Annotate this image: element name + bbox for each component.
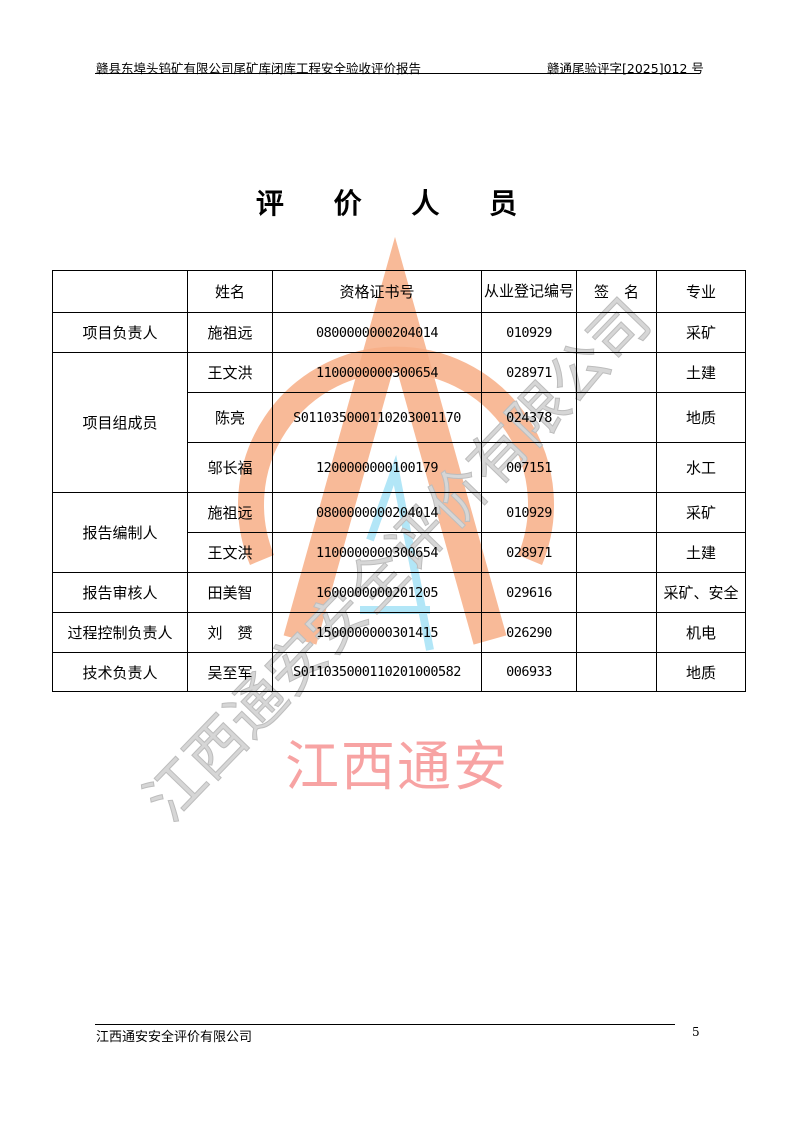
signature-cell xyxy=(576,312,657,353)
certificate-cell: 0800000000204014 xyxy=(272,312,482,353)
page-title: 评 价 人 员 xyxy=(255,187,538,220)
column-header xyxy=(52,270,188,313)
registration-cell: 028971 xyxy=(481,352,577,393)
watermark-short-name: 江西通安 xyxy=(285,735,509,798)
signature-cell xyxy=(576,392,657,443)
registration-cell: 029616 xyxy=(481,572,577,613)
table-row: 技术负责人 吴至军 S011035000110201000582 006933 地质 xyxy=(52,652,746,692)
signature-cell xyxy=(576,442,657,493)
table-row: 项目负责人 施祖远 0800000000204014 010929 采矿 xyxy=(52,312,746,353)
header-report-title: 赣县东埠头钨矿有限公司尾矿库闭库工程安全验收评价报告 xyxy=(96,61,422,76)
certificate-cell: S011035000110203001170 xyxy=(272,392,482,443)
header-report-number: 赣通尾验评字[2025]012 号 xyxy=(547,61,704,76)
signature-cell xyxy=(576,492,657,533)
registration-cell: 006933 xyxy=(481,652,577,692)
registration-cell: 026290 xyxy=(481,612,577,653)
name-cell: 王文洪 xyxy=(187,532,273,573)
role-cell: 项目组成员 xyxy=(52,352,188,493)
table-row: 项目组成员 王文洪 1100000000300654 028971 土建 xyxy=(52,352,746,493)
name-cell: 邬长福 xyxy=(187,442,273,493)
specialty-cell: 采矿 xyxy=(656,312,746,353)
registration-cell: 028971 xyxy=(481,532,577,573)
specialty-cell: 地质 xyxy=(656,392,746,443)
certificate-cell: 1600000000201205 xyxy=(272,572,482,613)
certificate-cell: 1100000000300654 xyxy=(272,352,482,393)
table-row: 王文洪 1100000000300654 028971 土建 xyxy=(53,532,746,573)
specialty-cell: 采矿、安全 xyxy=(656,572,746,613)
column-header: 签 名 xyxy=(576,270,657,313)
column-header: 资格证书号 xyxy=(272,270,482,313)
column-header: 专业 xyxy=(656,270,746,313)
signature-cell xyxy=(576,572,657,613)
name-cell: 施祖远 xyxy=(187,492,273,533)
registration-cell: 024378 xyxy=(481,392,577,443)
name-cell: 施祖远 xyxy=(187,312,273,353)
specialty-cell: 机电 xyxy=(656,612,746,653)
specialty-cell: 地质 xyxy=(656,652,746,692)
role-cell: 报告审核人 xyxy=(52,572,188,613)
signature-cell xyxy=(576,652,657,692)
table-row: 邬长福 1200000000100179 007151 水工 xyxy=(53,442,746,493)
certificate-cell: 1500000000301415 xyxy=(272,612,482,653)
role-cell: 项目负责人 xyxy=(52,312,188,353)
name-cell: 刘 赟 xyxy=(187,612,273,653)
name-cell: 王文洪 xyxy=(187,352,273,393)
table-row: 过程控制负责人刘 赟 1500000000301415 026290 机电 xyxy=(52,612,746,653)
registration-cell: 010929 xyxy=(481,492,577,533)
name-cell: 田美智 xyxy=(187,572,273,613)
column-header: 姓名 xyxy=(187,270,273,313)
role-cell: 过程控制负责人 xyxy=(52,612,188,653)
signature-cell xyxy=(576,532,657,573)
signature-cell xyxy=(576,612,657,653)
specialty-cell: 采矿 xyxy=(656,492,746,533)
table-row: 报告编制人 施祖远 0800000000204014 010929 采矿 xyxy=(52,492,746,573)
role-cell: 报告编制人 xyxy=(52,492,188,573)
specialty-cell: 土建 xyxy=(656,352,746,393)
evaluators-table: 姓名 资格证书号 从业登记编号签 名专业 项目负责人 施祖远 08000000002040… xyxy=(52,270,746,692)
specialty-cell: 土建 xyxy=(656,532,746,573)
footer-company: 江西通安安全评价有限公司 xyxy=(96,1030,253,1045)
footer-rule xyxy=(95,1024,675,1025)
certificate-cell: 0800000000204014 xyxy=(272,492,482,533)
table-header-row: 姓名 资格证书号 从业登记编号签 名专业 xyxy=(52,270,746,313)
name-cell: 陈亮 xyxy=(187,392,273,443)
specialty-cell: 水工 xyxy=(656,442,746,493)
registration-cell: 010929 xyxy=(481,312,577,353)
name-cell: 吴至军 xyxy=(187,652,273,692)
signature-cell xyxy=(576,352,657,393)
column-header: 从业登记编号 xyxy=(481,270,577,313)
table-row: 报告审核人 田美智 1600000000201205 029616 采矿、安全 xyxy=(52,572,746,613)
header-rule xyxy=(95,73,700,74)
certificate-cell: 1100000000300654 xyxy=(272,532,482,573)
registration-cell: 007151 xyxy=(481,442,577,493)
page-number: 5 xyxy=(692,1025,700,1039)
certificate-cell: 1200000000100179 xyxy=(272,442,482,493)
certificate-cell: S011035000110201000582 xyxy=(272,652,482,692)
role-cell: 技术负责人 xyxy=(52,652,188,692)
